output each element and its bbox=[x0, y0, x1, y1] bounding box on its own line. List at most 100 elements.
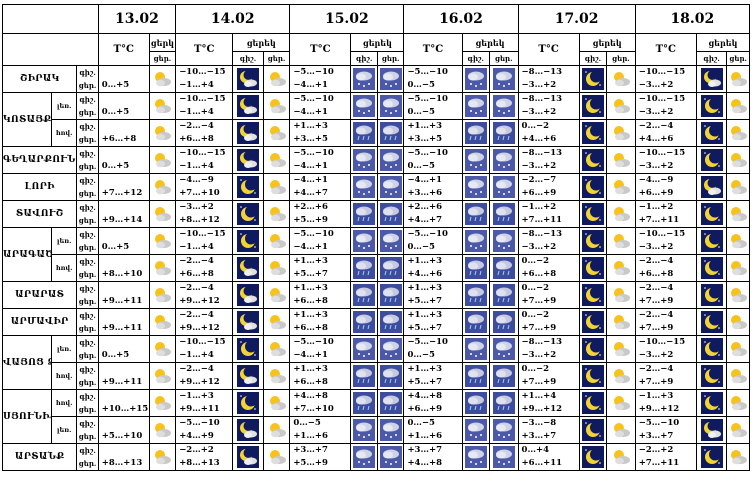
temp-cell: −8…−13 −3…+2 bbox=[517, 65, 580, 93]
temp-night: 0…−2 bbox=[521, 256, 549, 266]
day-label: ցեր. bbox=[78, 135, 97, 144]
region-name: ԼՈՐԻ bbox=[1, 173, 78, 201]
temp-cell: +1…+3 +3…+5 bbox=[403, 119, 463, 147]
temp-cell: −1…+3 +9…+12 bbox=[634, 389, 697, 417]
temp-night: −10…−15 bbox=[638, 148, 686, 158]
sun-cloud-icon bbox=[727, 446, 749, 468]
temp-cell: −2…−4 +7…+9 bbox=[634, 281, 697, 309]
night-subheader: գիշ. bbox=[350, 51, 378, 66]
night-label: գիշ. bbox=[79, 95, 96, 104]
temp-day: +1…+6 bbox=[293, 431, 328, 441]
weather-icon-night bbox=[461, 281, 490, 309]
weather-icon-day bbox=[376, 308, 405, 336]
night-day-labels: գիշ. ցեր. bbox=[76, 254, 99, 282]
weather-icon-day bbox=[726, 200, 750, 228]
weather-icon-night bbox=[350, 173, 378, 201]
moon-icon bbox=[581, 122, 604, 144]
snow-icon bbox=[353, 338, 376, 360]
moon-cloud-icon bbox=[237, 68, 260, 90]
temp-header: T°C bbox=[634, 33, 697, 66]
subregion-label: լեռ. bbox=[50, 92, 78, 120]
sun-cloud-icon bbox=[727, 68, 749, 90]
weather-icon-night bbox=[232, 146, 264, 174]
temp-day: +8…+10 bbox=[101, 269, 143, 279]
temp-day: −4…+1 bbox=[293, 161, 328, 171]
temp-cell: +3…+7 +4…+8 bbox=[403, 443, 463, 471]
temp-day: 0…+5 bbox=[101, 107, 130, 117]
moon-icon bbox=[581, 419, 604, 441]
temp-cell: −10…−15 −1…+4 bbox=[175, 335, 234, 363]
temp-day: +5…+7 bbox=[407, 323, 443, 333]
temp-header: T°C bbox=[289, 33, 352, 66]
moon-icon bbox=[581, 203, 604, 225]
temp-night: −8…−13 bbox=[521, 94, 563, 104]
day-label: ցեր. bbox=[78, 81, 97, 90]
weather-icon-day bbox=[148, 254, 177, 282]
snow-icon bbox=[379, 419, 402, 441]
temp-cell: +7…+12 bbox=[97, 173, 150, 201]
weather-icon-night bbox=[350, 335, 378, 363]
region-name: ԱՐԱՐԱՏ bbox=[1, 281, 78, 309]
snow-icon bbox=[353, 95, 376, 117]
temp-day: +7…+11 bbox=[638, 215, 680, 225]
temp-cell: −2…+2 +8…+13 bbox=[175, 443, 234, 471]
night-label: գիշ. bbox=[79, 176, 96, 185]
day-subheader: ցեր. bbox=[726, 51, 750, 66]
weather-icon-day bbox=[489, 254, 519, 282]
temp-day: +6…+8 bbox=[521, 269, 557, 279]
rain-icon bbox=[464, 122, 487, 144]
weather-icon-day bbox=[606, 389, 636, 417]
weather-icon-day bbox=[148, 416, 177, 444]
weather-icon-day bbox=[376, 65, 405, 93]
sun-cloud-icon bbox=[265, 446, 288, 468]
temp-day: +4…+8 bbox=[407, 458, 443, 468]
weather-icon-night bbox=[232, 308, 264, 336]
weather-icon-night bbox=[695, 200, 728, 228]
temp-cell: −5…−10 0…−5 bbox=[403, 146, 463, 174]
weather-icon-day bbox=[726, 281, 750, 309]
weather-icon-night bbox=[461, 362, 490, 390]
temp-cell: −10…−15 −1…+4 bbox=[175, 65, 234, 93]
sun-cloud-icon bbox=[151, 95, 174, 117]
moon-icon bbox=[700, 122, 723, 144]
weather-icon-day bbox=[262, 173, 291, 201]
moon-icon bbox=[581, 446, 604, 468]
sun-cloud-icon bbox=[265, 257, 288, 279]
weather-icon-day bbox=[489, 308, 519, 336]
day-label: ցեր. bbox=[78, 405, 97, 414]
temp-day: +4…+6 bbox=[521, 134, 557, 144]
temp-day: −3…+2 bbox=[638, 242, 674, 252]
temp-day: +7…+10 bbox=[293, 404, 334, 414]
temp-day: +8…+13 bbox=[179, 458, 220, 468]
day-subheader: ցեր. bbox=[489, 51, 519, 66]
weather-icon-day bbox=[726, 119, 750, 147]
sun-cloud-icon bbox=[151, 230, 174, 252]
night-subheader: գիշ. bbox=[695, 51, 728, 66]
weather-icon-night bbox=[695, 173, 728, 201]
weather-icon-day bbox=[489, 92, 519, 120]
day-label: ցեր. bbox=[78, 324, 97, 333]
sun-cloud-icon bbox=[151, 338, 174, 360]
weather-icon-night bbox=[578, 65, 608, 93]
snow-icon bbox=[464, 149, 487, 171]
weather-icon-day bbox=[148, 389, 177, 417]
temp-day: +5…+9 bbox=[293, 458, 328, 468]
temp-night bbox=[99, 445, 148, 458]
sun-cloud-icon bbox=[151, 257, 174, 279]
temp-day: +7…+11 bbox=[521, 215, 563, 225]
weather-icon-day bbox=[376, 119, 405, 147]
temp-night: −10…−15 bbox=[179, 148, 226, 158]
subregion-label: լեռ. bbox=[50, 416, 78, 444]
moon-cloud-icon bbox=[700, 176, 723, 198]
temp-night: −3…+2 bbox=[179, 202, 214, 212]
weather-icon-day bbox=[606, 65, 636, 93]
weather-icon-day bbox=[726, 308, 750, 336]
temp-night: 0…−5 bbox=[407, 418, 435, 428]
weather-icon-day bbox=[606, 308, 636, 336]
rain-icon bbox=[353, 392, 376, 414]
rain-icon bbox=[492, 257, 515, 279]
temp-night: −2…−7 bbox=[521, 175, 557, 185]
sun-cloud-icon bbox=[151, 365, 174, 387]
subregion-label: լեռ. bbox=[50, 335, 78, 363]
temp-night bbox=[99, 337, 148, 350]
